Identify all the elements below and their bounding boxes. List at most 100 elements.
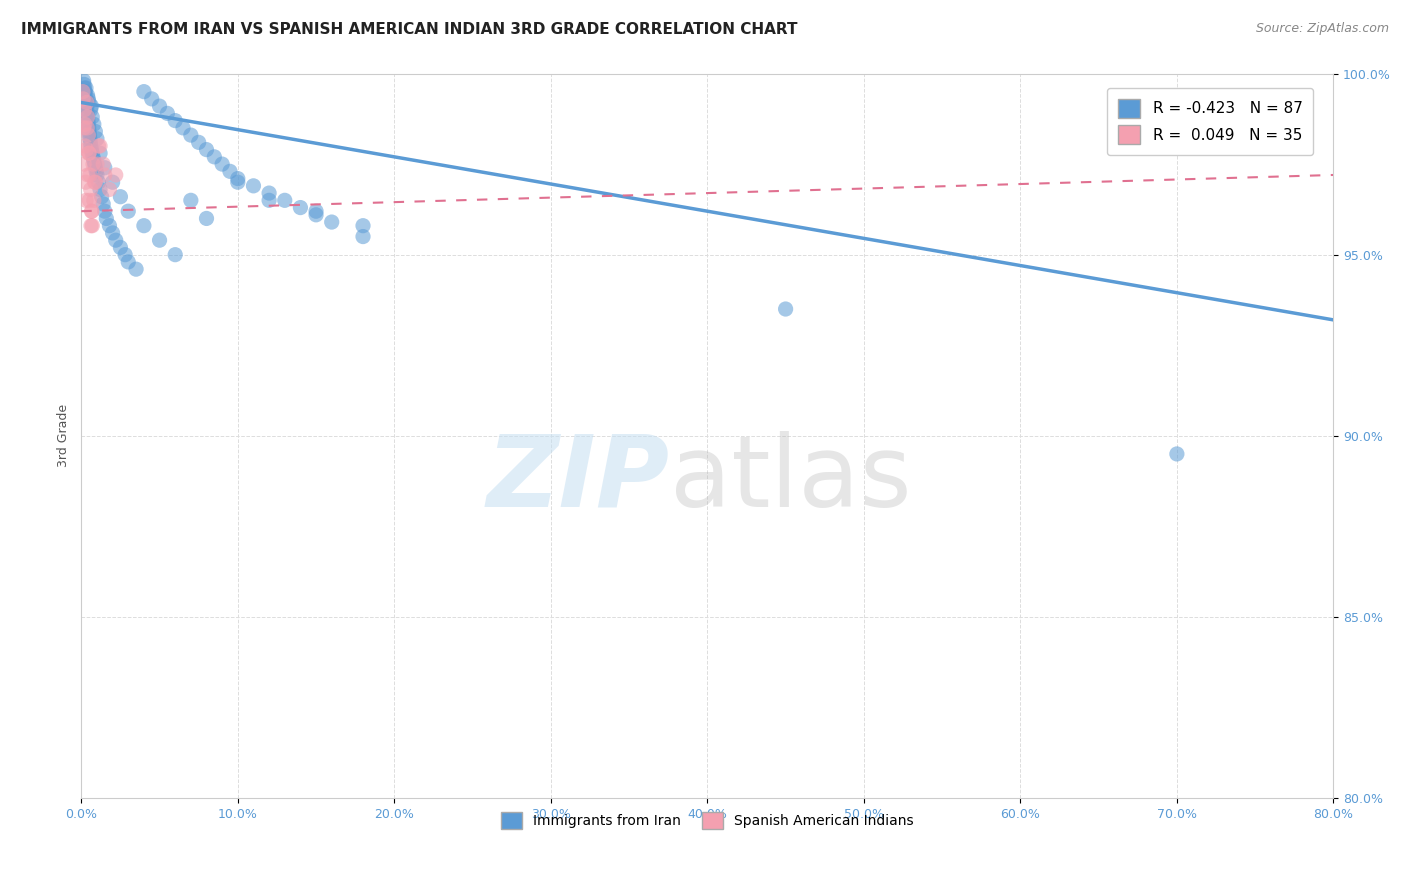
Point bbox=[84, 161, 107, 175]
Point bbox=[80, 219, 103, 233]
Point bbox=[80, 99, 103, 113]
Point bbox=[77, 113, 100, 128]
Point bbox=[72, 120, 94, 135]
Point bbox=[114, 248, 136, 262]
Point bbox=[79, 139, 101, 153]
Point bbox=[94, 204, 117, 219]
Point bbox=[76, 110, 98, 124]
Point bbox=[101, 226, 124, 240]
Point bbox=[73, 103, 96, 117]
Point bbox=[98, 219, 121, 233]
Point bbox=[117, 255, 139, 269]
Point bbox=[195, 143, 218, 157]
Point bbox=[83, 175, 105, 189]
Y-axis label: 3rd Grade: 3rd Grade bbox=[58, 404, 70, 467]
Point bbox=[83, 153, 105, 168]
Point bbox=[226, 175, 249, 189]
Point bbox=[305, 208, 328, 222]
Point bbox=[76, 88, 98, 103]
Point bbox=[73, 85, 96, 99]
Point bbox=[89, 146, 111, 161]
Point bbox=[75, 143, 97, 157]
Point bbox=[141, 92, 163, 106]
Point bbox=[148, 99, 170, 113]
Point bbox=[75, 85, 97, 99]
Point bbox=[87, 139, 110, 153]
Point bbox=[101, 175, 124, 189]
Point bbox=[305, 204, 328, 219]
Point bbox=[82, 157, 104, 171]
Point bbox=[104, 233, 127, 247]
Point bbox=[77, 146, 100, 161]
Point bbox=[104, 168, 127, 182]
Point bbox=[79, 132, 101, 146]
Point bbox=[79, 103, 101, 117]
Legend: Immigrants from Iran, Spanish American Indians: Immigrants from Iran, Spanish American I… bbox=[496, 806, 920, 835]
Point bbox=[86, 132, 108, 146]
Point bbox=[77, 124, 100, 138]
Point bbox=[72, 92, 94, 106]
Point bbox=[89, 182, 111, 196]
Point bbox=[75, 194, 97, 208]
Point bbox=[73, 78, 96, 92]
Point bbox=[226, 171, 249, 186]
Point bbox=[132, 219, 155, 233]
Point bbox=[79, 194, 101, 208]
Point bbox=[180, 128, 202, 142]
Point bbox=[79, 168, 101, 182]
Point bbox=[80, 204, 103, 219]
Point bbox=[132, 85, 155, 99]
Point bbox=[84, 124, 107, 138]
Point bbox=[82, 146, 104, 161]
Text: atlas: atlas bbox=[669, 431, 911, 528]
Point bbox=[290, 201, 312, 215]
Point bbox=[219, 164, 242, 178]
Point bbox=[84, 164, 107, 178]
Point bbox=[87, 175, 110, 189]
Point bbox=[83, 157, 105, 171]
Point bbox=[75, 99, 97, 113]
Point bbox=[84, 175, 107, 189]
Point bbox=[257, 194, 280, 208]
Point bbox=[75, 88, 97, 103]
Point bbox=[76, 103, 98, 117]
Point bbox=[80, 204, 103, 219]
Point bbox=[321, 215, 343, 229]
Point bbox=[76, 110, 98, 124]
Point bbox=[86, 157, 108, 171]
Point bbox=[110, 190, 132, 204]
Point bbox=[180, 194, 202, 208]
Point bbox=[274, 194, 297, 208]
Point bbox=[75, 92, 97, 106]
Point bbox=[72, 74, 94, 88]
Point bbox=[77, 92, 100, 106]
Point bbox=[156, 106, 179, 120]
Text: IMMIGRANTS FROM IRAN VS SPANISH AMERICAN INDIAN 3RD GRADE CORRELATION CHART: IMMIGRANTS FROM IRAN VS SPANISH AMERICAN… bbox=[21, 22, 797, 37]
Point bbox=[165, 113, 187, 128]
Point bbox=[79, 182, 101, 196]
Point bbox=[83, 117, 105, 131]
Point bbox=[202, 150, 225, 164]
Point bbox=[775, 301, 797, 316]
Text: ZIP: ZIP bbox=[486, 431, 669, 528]
Point bbox=[91, 197, 114, 211]
Point bbox=[165, 248, 187, 262]
Point bbox=[211, 157, 233, 171]
Text: Source: ZipAtlas.com: Source: ZipAtlas.com bbox=[1256, 22, 1389, 36]
Point bbox=[352, 229, 374, 244]
Point bbox=[77, 117, 100, 131]
Point bbox=[96, 211, 118, 226]
Point bbox=[73, 157, 96, 171]
Point bbox=[172, 120, 194, 135]
Point bbox=[77, 95, 100, 110]
Point bbox=[79, 128, 101, 142]
Point bbox=[148, 233, 170, 247]
Point bbox=[110, 240, 132, 254]
Point bbox=[77, 128, 100, 142]
Point bbox=[86, 168, 108, 182]
Point bbox=[352, 219, 374, 233]
Point bbox=[195, 211, 218, 226]
Point bbox=[76, 95, 98, 110]
Point bbox=[75, 175, 97, 189]
Point bbox=[75, 139, 97, 153]
